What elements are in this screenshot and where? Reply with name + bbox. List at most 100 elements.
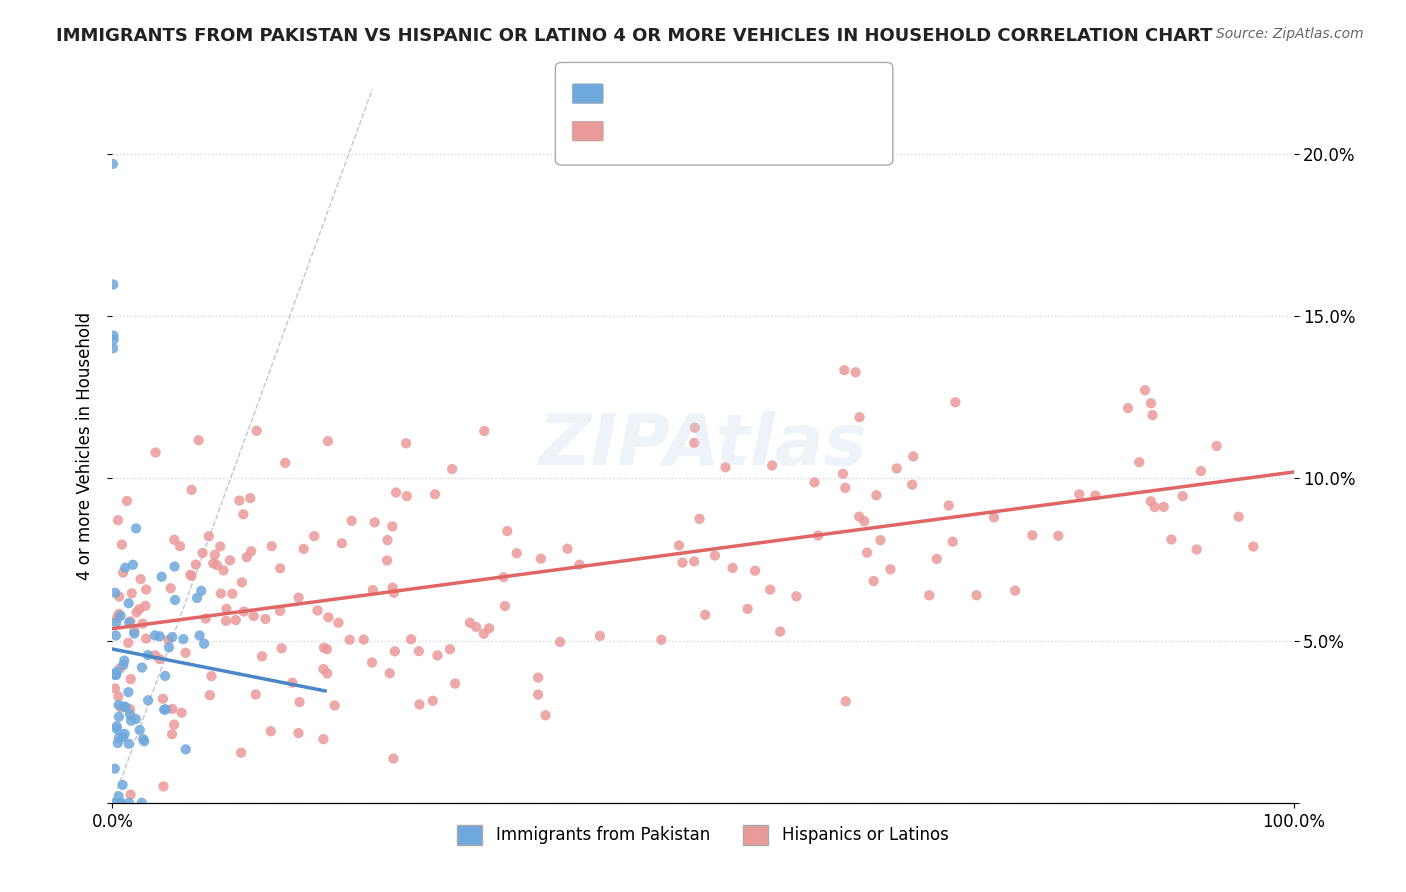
- Point: [108, 590, 131, 604]
- Point: [111, 778, 134, 792]
- Point: [318, 610, 340, 624]
- Point: [134, 734, 156, 748]
- Point: [312, 662, 335, 676]
- Point: [568, 558, 591, 572]
- Point: [190, 583, 212, 598]
- Point: [136, 648, 159, 662]
- Point: [492, 570, 515, 584]
- Point: [112, 699, 135, 714]
- Point: [274, 456, 297, 470]
- Point: [125, 712, 148, 726]
- Point: [104, 681, 127, 696]
- Point: [381, 581, 404, 595]
- Point: [832, 467, 855, 481]
- Point: [198, 688, 221, 702]
- Point: [204, 548, 226, 562]
- Point: [901, 477, 924, 491]
- Point: [191, 546, 214, 560]
- Point: [589, 629, 612, 643]
- Point: [105, 615, 128, 630]
- Point: [869, 533, 891, 548]
- Point: [943, 395, 966, 409]
- Point: [408, 698, 430, 712]
- Point: [983, 510, 1005, 524]
- Point: [163, 559, 186, 574]
- Point: [339, 632, 361, 647]
- Point: [671, 556, 693, 570]
- Point: [132, 732, 155, 747]
- Point: [382, 751, 405, 765]
- Point: [1160, 533, 1182, 547]
- Point: [228, 493, 250, 508]
- Point: [441, 462, 464, 476]
- Point: [110, 796, 132, 810]
- Point: [131, 660, 153, 674]
- Point: [107, 513, 129, 527]
- Point: [163, 533, 186, 547]
- Point: [496, 524, 519, 538]
- Point: [172, 632, 194, 647]
- Point: [187, 434, 209, 448]
- Point: [160, 727, 183, 741]
- Point: [219, 553, 242, 567]
- Point: [422, 694, 444, 708]
- Point: [198, 529, 221, 543]
- Point: [423, 487, 446, 501]
- Point: [785, 590, 807, 604]
- Point: [281, 675, 304, 690]
- Text: Source: ZipAtlas.com: Source: ZipAtlas.com: [1216, 27, 1364, 41]
- Point: [377, 533, 399, 548]
- Point: [385, 485, 408, 500]
- Point: [135, 582, 157, 597]
- Point: [184, 558, 207, 572]
- Point: [240, 544, 263, 558]
- Point: [316, 434, 339, 449]
- Point: [131, 616, 153, 631]
- Point: [925, 552, 948, 566]
- Point: [395, 489, 418, 503]
- Point: [384, 644, 406, 658]
- Point: [101, 157, 124, 171]
- Point: [458, 615, 481, 630]
- Point: [111, 730, 134, 744]
- Point: [312, 640, 335, 655]
- Point: [505, 546, 527, 560]
- Text: R =: R =: [609, 84, 645, 102]
- Point: [395, 436, 418, 450]
- Point: [1185, 542, 1208, 557]
- Point: [737, 602, 759, 616]
- Point: [330, 536, 353, 550]
- Point: [918, 588, 941, 602]
- Point: [886, 461, 908, 475]
- Point: [157, 640, 180, 655]
- Point: [118, 796, 141, 810]
- Point: [152, 691, 174, 706]
- Point: [381, 519, 404, 533]
- Y-axis label: 4 or more Vehicles in Household: 4 or more Vehicles in Household: [76, 312, 94, 580]
- Point: [260, 724, 283, 739]
- Point: [287, 726, 309, 740]
- Text: 0.310: 0.310: [643, 84, 695, 102]
- Point: [239, 491, 262, 505]
- Point: [1140, 396, 1163, 410]
- Point: [1205, 439, 1227, 453]
- Point: [193, 637, 215, 651]
- Point: [903, 450, 925, 464]
- Point: [328, 615, 350, 630]
- Point: [245, 687, 267, 701]
- Point: [122, 558, 145, 572]
- Point: [966, 588, 988, 602]
- Point: [246, 424, 269, 438]
- Point: [557, 541, 579, 556]
- Point: [231, 746, 253, 760]
- Point: [135, 632, 157, 646]
- Point: [108, 710, 131, 724]
- Point: [118, 737, 141, 751]
- Point: [120, 672, 142, 686]
- Point: [149, 652, 172, 666]
- Point: [118, 596, 141, 610]
- Point: [108, 731, 131, 745]
- Point: [1133, 383, 1156, 397]
- Point: [304, 529, 326, 543]
- Point: [1241, 540, 1264, 554]
